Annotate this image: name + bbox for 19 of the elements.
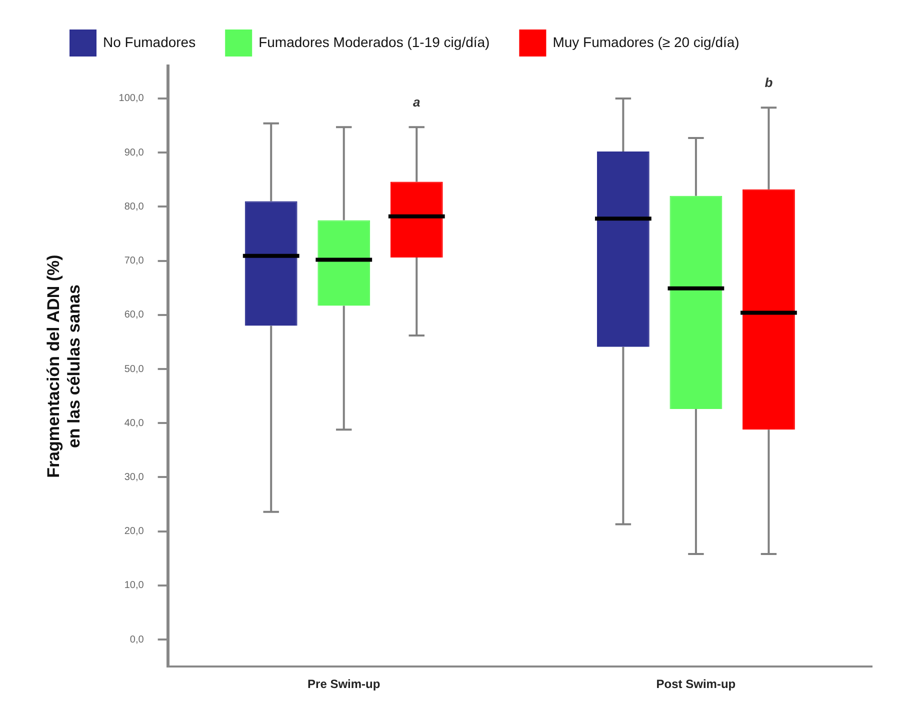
- y-tick-label: 60,0: [124, 310, 144, 321]
- y-tick-label: 70,0: [124, 256, 144, 267]
- y-tick-label: 100,0: [118, 93, 144, 104]
- y-tick-label: 80,0: [124, 201, 144, 212]
- y-tick-label: 50,0: [124, 364, 144, 375]
- annotation: a: [413, 94, 420, 110]
- y-tick-label: 40,0: [124, 418, 144, 429]
- x-tick-label: Pre Swim-up: [308, 677, 380, 692]
- y-tick-label: 10,0: [124, 580, 144, 592]
- y-tick-label: 90,0: [124, 147, 144, 158]
- x-tick-label: Post Swim-up: [656, 677, 736, 692]
- annotation: b: [764, 75, 773, 90]
- legend-label: Muy Fumadores (≥ 20 cig/día): [552, 34, 740, 50]
- y-tick-label: 20,0: [124, 526, 144, 538]
- legend-label: Fumadores Moderados (1-19 cig/día): [258, 34, 490, 50]
- y-axis-title: Fragmentación del ADN (%) en las células sanas: [44, 254, 84, 478]
- y-tick-label: 30,0: [124, 472, 144, 483]
- legend-label: No Fumadores: [103, 34, 196, 50]
- y-tick-label: 0,0: [130, 634, 144, 646]
